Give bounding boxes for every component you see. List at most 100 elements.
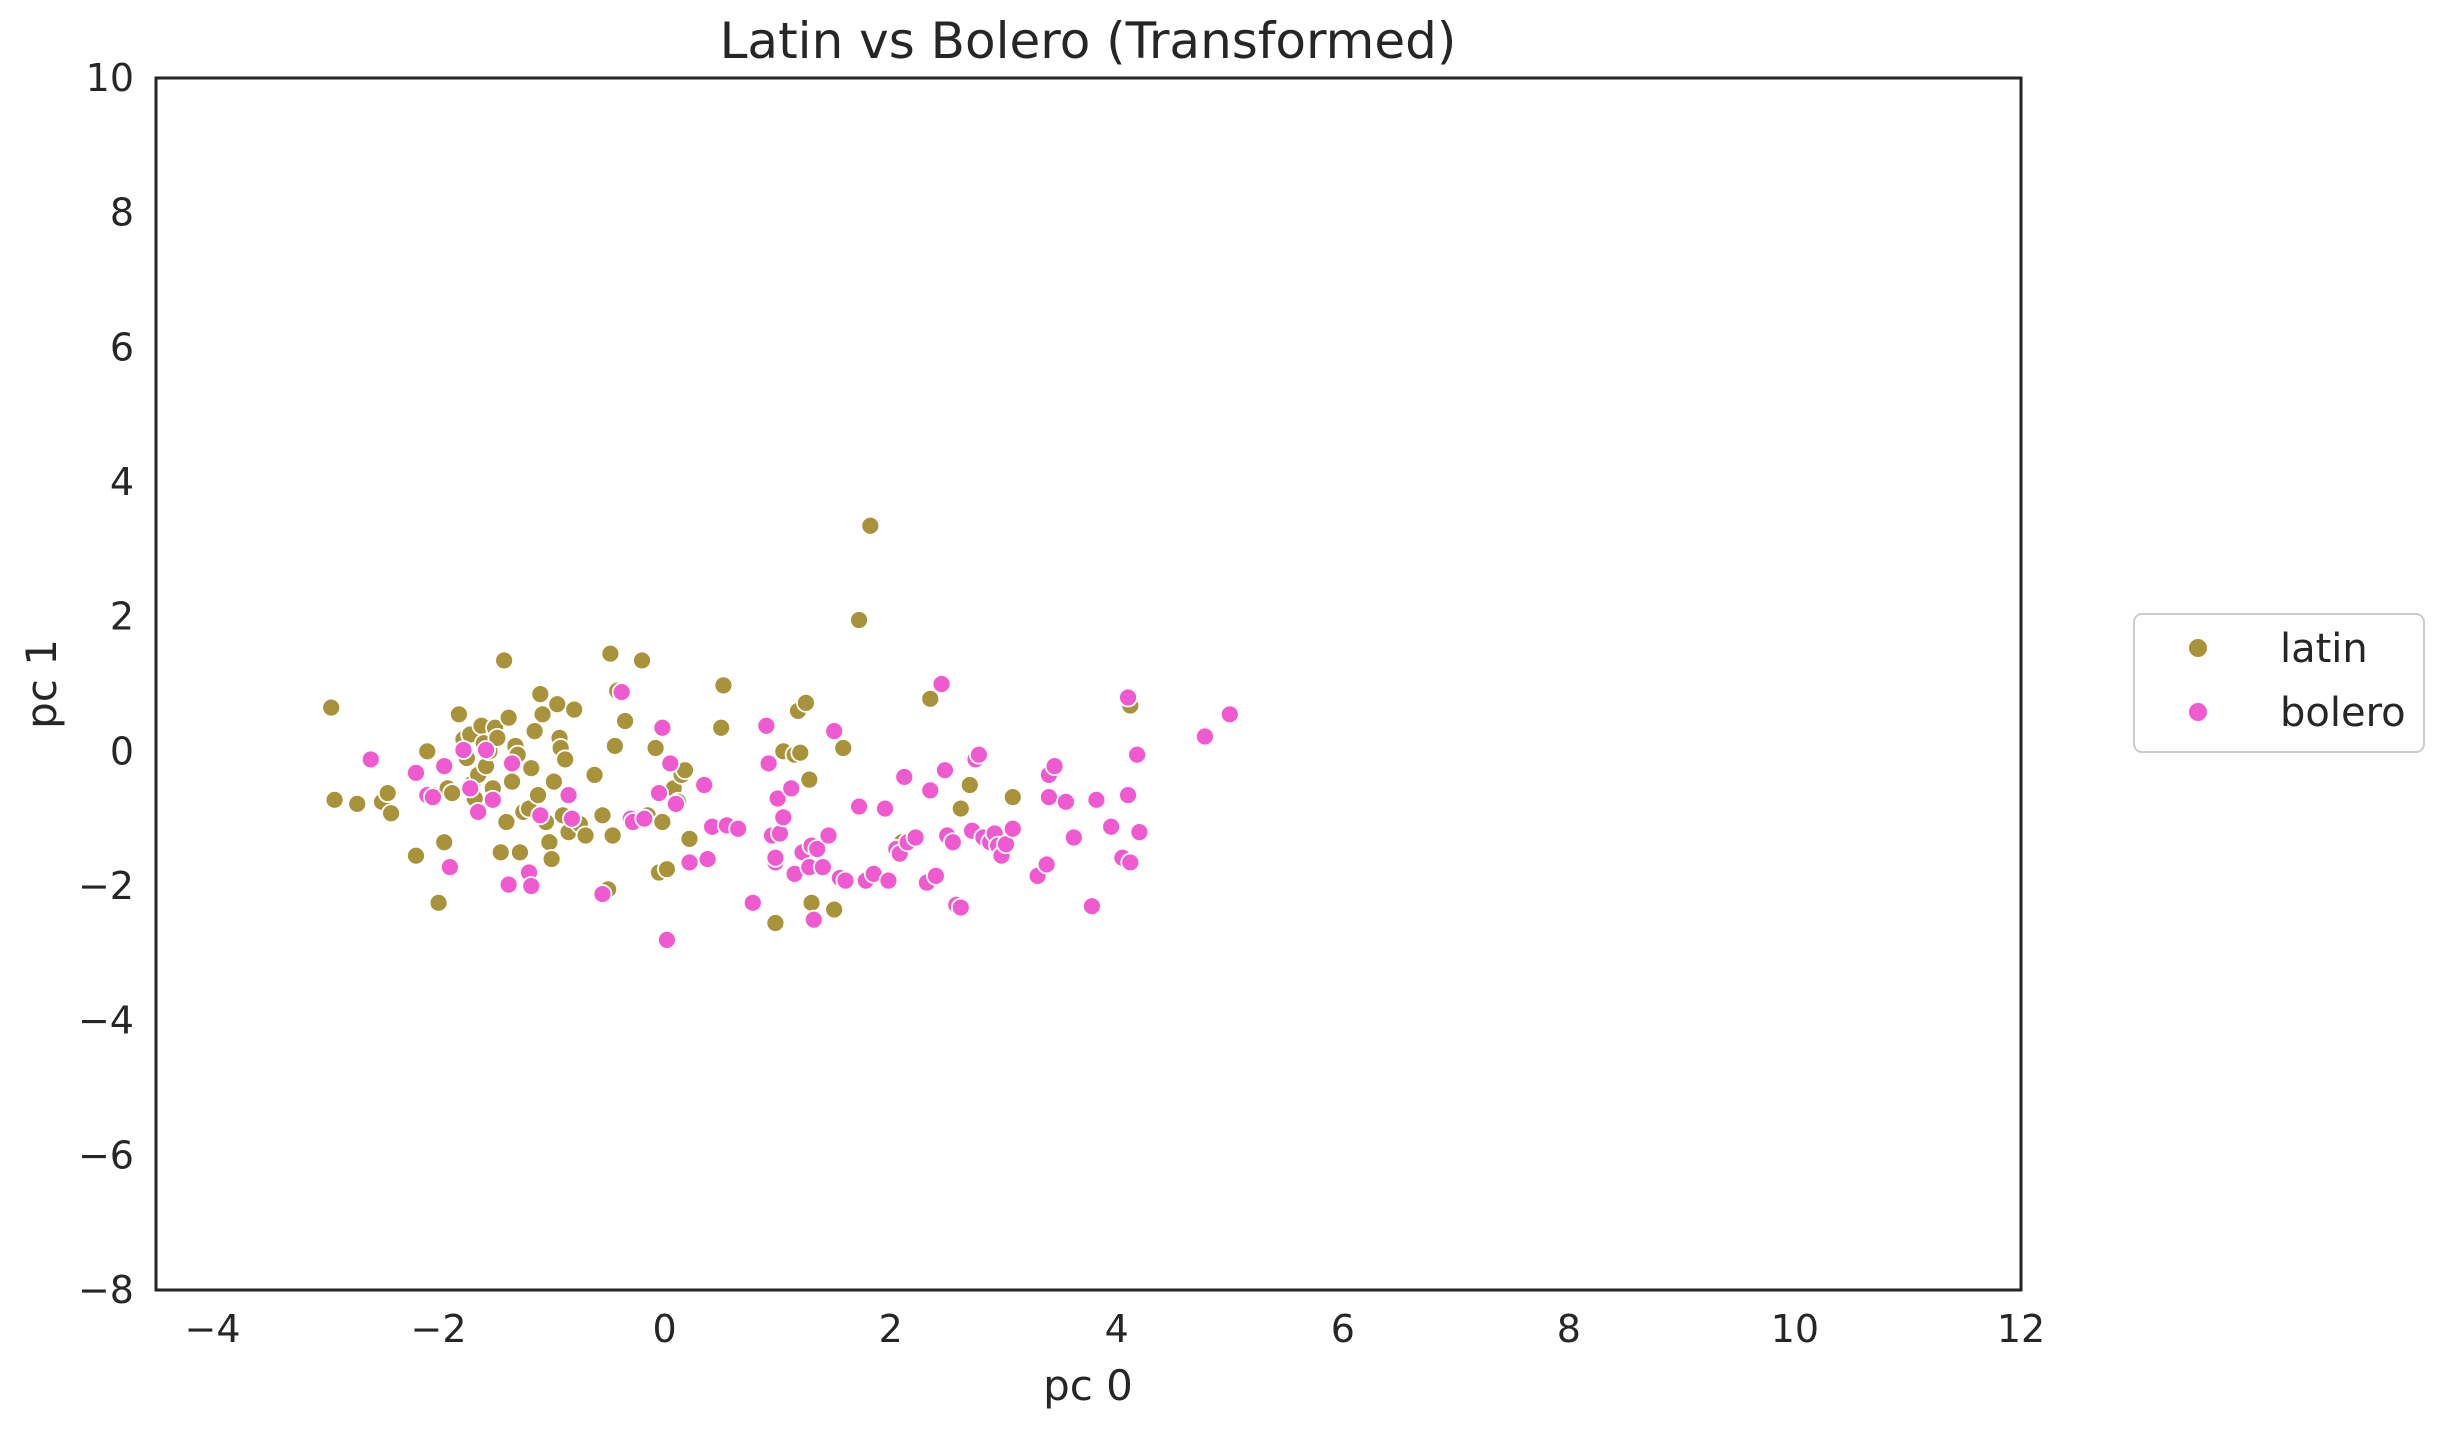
x-tick-label: −2 <box>411 1307 467 1351</box>
point-bolero <box>1002 818 1023 839</box>
point-latin <box>494 650 515 671</box>
point-latin <box>490 842 511 863</box>
point-bolero <box>942 832 963 853</box>
y-tick-label: 6 <box>110 325 134 369</box>
y-tick-label: −2 <box>78 864 134 908</box>
point-latin <box>833 738 854 758</box>
point-bolero <box>592 884 613 904</box>
point-bolero <box>1195 726 1215 747</box>
point-bolero <box>1127 744 1148 765</box>
point-latin <box>442 783 463 803</box>
point-bolero <box>875 798 895 819</box>
point-latin <box>713 675 734 696</box>
point-bolero <box>931 674 952 694</box>
y-axis-ticks: −8 −6 −4 −2 0 2 4 6 8 10 <box>78 56 134 1312</box>
point-bolero <box>360 749 381 770</box>
point-bolero <box>1036 854 1057 875</box>
point-latin <box>532 704 553 725</box>
point-bolero <box>649 783 669 803</box>
point-bolero <box>1081 896 1102 917</box>
point-latin <box>496 812 517 832</box>
point-latin <box>602 825 623 846</box>
point-latin <box>1002 787 1023 808</box>
point-bolero <box>521 876 542 896</box>
point-latin <box>381 803 402 824</box>
point-latin <box>652 812 673 832</box>
point-latin <box>539 832 560 853</box>
point-bolero <box>656 929 677 950</box>
point-bolero <box>812 857 833 878</box>
point-bolero <box>773 807 794 828</box>
point-latin <box>530 684 551 704</box>
point-bolero <box>453 740 474 760</box>
point-latin <box>321 697 342 718</box>
point-latin <box>487 727 508 748</box>
y-tick-label: −6 <box>78 1133 134 1177</box>
y-axis-title: pc 1 <box>17 639 66 729</box>
point-latin <box>592 805 613 826</box>
point-bolero <box>611 682 632 702</box>
point-latin <box>524 721 545 742</box>
point-bolero <box>558 785 579 805</box>
point-latin <box>790 742 811 763</box>
point-bolero <box>498 874 519 895</box>
point-bolero <box>1120 852 1141 873</box>
point-bolero <box>502 753 522 774</box>
x-tick-label: −4 <box>184 1307 240 1351</box>
point-latin <box>575 825 596 846</box>
point-bolero <box>756 715 777 736</box>
point-bolero <box>1063 827 1084 848</box>
point-latin <box>711 717 732 738</box>
point-latin <box>547 694 568 715</box>
point-latin <box>920 688 941 709</box>
point-latin <box>605 736 625 756</box>
point-latin <box>824 899 845 920</box>
point-latin <box>555 749 576 770</box>
point-latin <box>584 765 605 785</box>
point-latin <box>765 913 786 933</box>
point-bolero <box>439 857 460 878</box>
point-bolero <box>1055 791 1076 812</box>
point-bolero <box>742 892 763 913</box>
point-latin <box>801 892 822 913</box>
point-bolero <box>660 753 681 774</box>
point-latin <box>406 845 426 866</box>
point-latin <box>347 793 368 814</box>
point-bolero <box>530 805 551 826</box>
point-bolero <box>728 818 749 839</box>
point-latin <box>679 828 700 849</box>
point-latin <box>521 758 542 779</box>
legend-marker-bolero <box>2187 701 2209 723</box>
legend-marker-latin <box>2187 637 2209 659</box>
point-bolero <box>406 762 426 783</box>
point-bolero <box>1219 704 1240 725</box>
y-tick-label: 0 <box>110 729 134 773</box>
x-tick-label: 10 <box>1771 1307 1819 1351</box>
point-bolero <box>482 789 503 810</box>
point-bolero <box>652 717 673 738</box>
point-bolero <box>894 767 915 787</box>
y-tick-label: 10 <box>86 56 134 100</box>
point-bolero <box>468 802 489 822</box>
point-latin <box>796 692 816 713</box>
point-latin <box>615 711 635 731</box>
point-bolero <box>666 793 686 814</box>
y-tick-label: 8 <box>110 191 134 235</box>
point-bolero <box>679 852 700 873</box>
point-bolero <box>697 849 718 869</box>
point-latin <box>428 892 449 913</box>
point-bolero <box>765 847 786 868</box>
point-bolero <box>434 756 455 777</box>
point-latin <box>950 798 971 819</box>
point-bolero <box>950 897 971 918</box>
y-tick-label: 2 <box>110 595 134 639</box>
x-tick-label: 6 <box>1331 1307 1355 1351</box>
point-bolero <box>803 909 824 930</box>
point-latin <box>528 785 548 805</box>
y-tick-label: −4 <box>78 999 134 1043</box>
point-bolero <box>460 778 481 799</box>
point-bolero <box>1086 789 1107 810</box>
point-latin <box>434 832 455 853</box>
point-bolero <box>476 740 496 760</box>
point-bolero <box>423 787 443 808</box>
